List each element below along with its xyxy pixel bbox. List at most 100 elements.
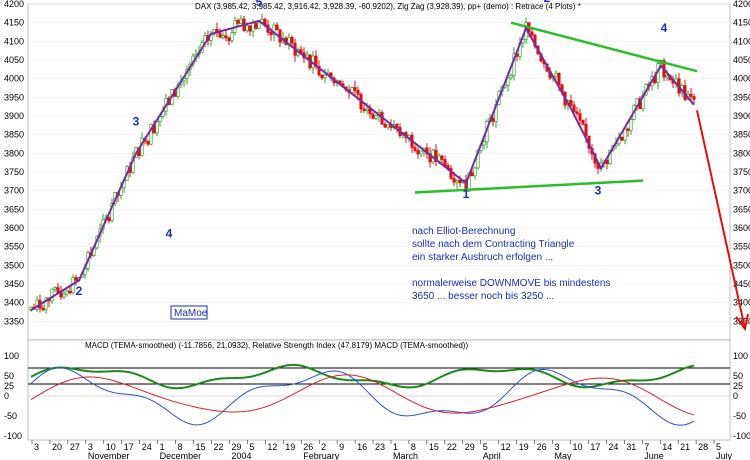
indicator-line [30,367,695,426]
candle-body [323,74,327,79]
y-tick-right: 4150 [733,18,750,28]
y-tick-left: 4050 [4,55,24,65]
x-tick-label: 19 [519,442,529,452]
ind-tick-left: 0 [4,391,9,401]
indicator-panel-frame [27,339,731,441]
x-tick-label: 22 [213,442,223,452]
month-label: July [716,451,733,460]
x-tick-label: 21 [680,442,690,452]
candle-body [509,75,513,79]
candle-body [419,150,423,155]
zigzag-path [30,19,695,311]
candle-body [464,179,468,192]
candle-body [473,167,477,177]
candle-body [230,32,234,42]
candle-body [386,124,390,128]
candle-body [458,180,462,184]
y-tick-left: 3350 [4,316,24,326]
candle-body [413,147,417,151]
candle-body [578,113,582,121]
x-tick-label: 7 [644,442,649,452]
y-tick-right: 3350 [733,316,750,326]
candle-body [626,128,630,131]
y-tick-right: 4100 [733,36,750,46]
x-tick-label: 24 [142,442,152,452]
wave-label: 4 [166,226,173,240]
candle-body [269,32,273,36]
x-tick-label: 24 [608,442,618,452]
candle-body [218,32,222,38]
triangle-trendline [414,179,644,194]
y-tick-left: 4000 [4,74,24,84]
y-tick-left: 4150 [4,18,24,28]
y-tick-right: 3550 [733,242,750,252]
annotation-text: nach Elliot-Berechnung sollte nach dem Co… [412,226,610,302]
x-tick-label: 8 [411,442,416,452]
wave-label: 1 [463,187,470,201]
candle-body [44,297,48,311]
x-tick-label: 26 [303,442,313,452]
x-tick-label: 2 [321,442,326,452]
x-tick-label: 22 [447,442,457,452]
candle-body [434,149,438,162]
month-label: 2004 [231,451,251,460]
x-tick-label: 28 [698,442,708,452]
candle-body [506,77,510,86]
wave-label: 3 [133,114,140,128]
ind-tick-right: 0 [733,391,738,401]
candle-body [554,72,558,77]
x-tick-label: 16 [357,442,367,452]
y-tick-right: 3800 [733,148,750,158]
x-tick-label: 29 [465,442,475,452]
author-tag: MaMoe [174,308,208,319]
month-label: November [88,451,130,460]
month-label: May [555,451,573,460]
y-tick-right: 4050 [733,55,750,65]
candle-body [41,307,45,311]
month-label: February [303,451,340,460]
candle-body [620,136,624,141]
author-tag-box [170,305,208,320]
candle-body [221,35,225,38]
annotation-line: nach Elliot-Berechnung [412,226,515,237]
indicator-line [30,374,695,416]
candle-body [290,36,294,44]
candle-body [53,287,57,290]
x-tick-label: 5 [716,442,721,452]
candle-body [239,18,243,24]
ind-tick-left: 50 [4,371,14,381]
x-tick-label: 8 [178,442,183,452]
annotation-line: 3650 ... besser noch bis 3250 ... [412,291,554,302]
month-label: March [393,451,418,460]
candle-body [254,22,258,29]
candle-body [272,24,276,36]
month-label: June [644,451,664,460]
y-tick-right: 3750 [733,167,750,177]
candle-body [572,104,576,113]
candle-body [236,20,240,24]
x-tick-label: 3 [555,442,560,452]
candle-body [395,124,399,128]
y-tick-left: 3800 [4,148,24,158]
y-tick-left: 3750 [4,167,24,177]
candle-body [371,113,375,119]
candle-body [452,177,456,183]
x-tick-label: 19 [285,442,295,452]
candle-body [365,108,369,111]
candle-body [356,90,360,95]
candle-body [416,150,420,155]
candle-body [320,74,324,79]
x-tick-label: 29 [231,442,241,452]
date-axis: 3 20 27 3 10 17 24 1 8 15 22 29 5 12 19 26 2 9 16 23 1 8 15 22 2… [31,440,733,460]
y-tick-right: 3600 [733,223,750,233]
wave-label: 2 [544,0,551,5]
candle-body [68,290,72,294]
zigzag-line [30,19,695,311]
candle-body [491,118,495,122]
x-tick-label: 23 [375,442,385,452]
x-tick-label: 26 [537,442,547,452]
candle-body [443,159,447,166]
arrow-shaft [696,110,746,330]
arrow-head [735,313,750,332]
ind-tick-right: 25 [733,381,743,391]
